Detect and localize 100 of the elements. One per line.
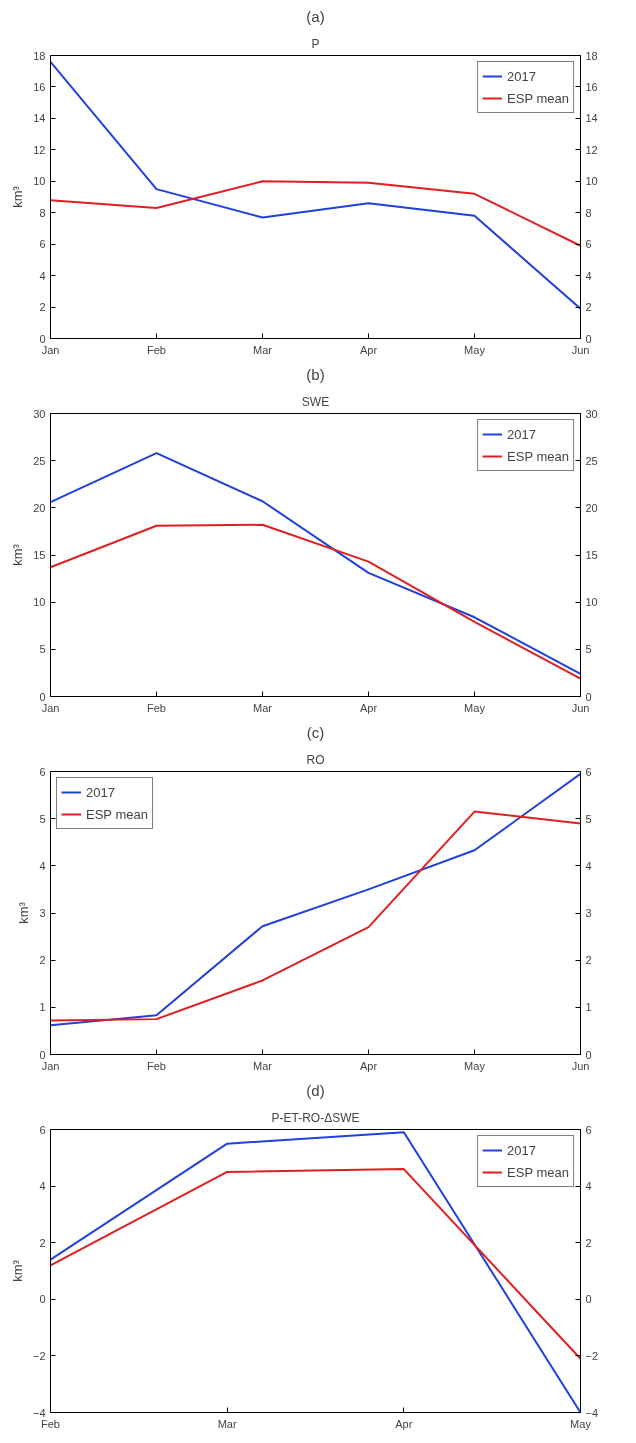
chart-title: P — [311, 36, 320, 51]
y2-tick-label: 5 — [585, 812, 592, 825]
y2-tick-label: 12 — [585, 143, 598, 156]
x-tick-label: Feb — [147, 343, 166, 356]
y-tick-label: 15 — [33, 549, 46, 561]
y2-tick-label: 25 — [585, 454, 598, 467]
chart-title: P-ET-RO-ΔSWE — [271, 1110, 360, 1125]
y2-tick-label: 10 — [585, 175, 598, 188]
y-tick-label: 5 — [39, 812, 46, 825]
y-tick-label: 4 — [39, 1180, 46, 1193]
text: (d) — [306, 1081, 325, 1099]
legend-label: 2017 — [507, 68, 536, 84]
x-tick-label: Jan — [41, 701, 60, 714]
y2-tick-label: 16 — [585, 80, 598, 93]
y2-tick-label: 0 — [585, 1293, 592, 1306]
y-axis-title: km³ — [9, 1259, 25, 1282]
y2-tick-label: 15 — [585, 549, 598, 561]
y2-tick-label: 10 — [585, 596, 598, 609]
text: (c) — [306, 723, 325, 741]
line-series — [50, 452, 581, 675]
line-series — [50, 1168, 581, 1360]
y-tick-label: 4 — [39, 269, 46, 282]
x-tick-label: May — [464, 1059, 486, 1072]
y-tick-label: 0 — [39, 1048, 46, 1061]
y-tick-label: 6 — [39, 238, 46, 251]
y-axis-title: km³ — [10, 543, 26, 566]
y2-tick-label: 30 — [585, 407, 598, 420]
y-tick-label: 2 — [39, 954, 46, 967]
x-tick-label: Apr — [359, 1059, 378, 1072]
line-series — [50, 180, 581, 247]
y-tick-label: 6 — [39, 1123, 46, 1136]
y2-tick-label: 4 — [585, 859, 592, 872]
x-tick-label: May — [464, 343, 486, 356]
y-tick-label: −4 — [32, 1406, 46, 1419]
x-tick-label: Feb — [41, 1417, 60, 1430]
legend-label: ESP mean — [86, 806, 148, 822]
y-tick-label: 16 — [33, 80, 46, 93]
x-tick-label: Mar — [217, 1417, 237, 1430]
y2-tick-label: 6 — [585, 238, 592, 251]
y-tick-label: 1 — [39, 1001, 46, 1014]
y-tick-label: 3 — [39, 907, 46, 919]
x-tick-label: Apr — [359, 701, 378, 714]
legend-label: ESP mean — [507, 90, 569, 106]
y-tick-label: 0 — [39, 332, 46, 345]
y2-tick-label: 14 — [585, 112, 598, 125]
text: (a) — [306, 7, 325, 25]
y2-tick-label: 20 — [585, 501, 598, 514]
x-tick-label: Mar — [253, 701, 273, 714]
chart-title: RO — [306, 752, 325, 767]
y-tick-label: 20 — [33, 501, 46, 514]
y2-tick-label: 2 — [585, 301, 592, 314]
x-tick-label: Jun — [571, 343, 590, 356]
y2-tick-label: 1 — [585, 1001, 592, 1014]
legend-label: ESP mean — [507, 448, 569, 464]
y-axis-title: km³ — [10, 185, 26, 208]
legend-label: 2017 — [507, 426, 536, 442]
y-tick-label: 18 — [33, 49, 46, 62]
x-tick-label: Apr — [395, 1417, 413, 1430]
line-series — [50, 60, 581, 310]
chart-title: SWE — [301, 394, 330, 409]
y-tick-label: −2 — [32, 1349, 46, 1362]
y2-tick-label: 0 — [585, 1048, 592, 1061]
y2-tick-label: 5 — [585, 643, 592, 656]
y-tick-label: 25 — [33, 454, 46, 467]
y2-tick-label: 0 — [585, 332, 592, 345]
text: (b) — [306, 365, 325, 383]
y-tick-label: 10 — [33, 596, 46, 609]
y-tick-label: 12 — [33, 143, 46, 156]
legend-label: 2017 — [507, 1142, 536, 1158]
x-tick-label: May — [570, 1417, 592, 1430]
x-tick-label: Feb — [147, 1059, 166, 1072]
x-tick-label: Jan — [41, 343, 60, 356]
x-tick-label: Mar — [253, 343, 273, 356]
y2-tick-label: 8 — [585, 206, 592, 219]
x-tick-label: Jan — [41, 1059, 60, 1072]
y2-tick-label: −4 — [585, 1406, 599, 1419]
y2-tick-label: 18 — [585, 49, 598, 62]
legend-label: ESP mean — [507, 1164, 569, 1180]
line-series — [50, 772, 581, 1027]
y-tick-label: 6 — [39, 765, 46, 778]
y-tick-label: 0 — [39, 690, 46, 703]
y-tick-label: 14 — [33, 112, 46, 125]
y2-tick-label: 6 — [585, 765, 592, 778]
y-tick-label: 0 — [39, 1293, 46, 1306]
y-tick-label: 10 — [33, 175, 46, 188]
y2-tick-label: 0 — [585, 690, 592, 703]
y-axis-title: km³ — [16, 901, 32, 924]
line-series — [50, 1131, 581, 1413]
y2-tick-label: 2 — [585, 954, 592, 967]
legend-label: 2017 — [86, 784, 115, 800]
x-tick-label: Jun — [571, 701, 590, 714]
x-tick-label: Apr — [359, 343, 378, 356]
y2-tick-label: 3 — [585, 907, 592, 919]
y-tick-label: 4 — [39, 859, 46, 872]
y-tick-label: 5 — [39, 643, 46, 656]
x-tick-label: May — [464, 701, 486, 714]
x-tick-label: Jun — [571, 1059, 590, 1072]
x-tick-label: Feb — [147, 701, 166, 714]
y-tick-label: 2 — [39, 1236, 46, 1249]
x-tick-label: Mar — [253, 1059, 273, 1072]
